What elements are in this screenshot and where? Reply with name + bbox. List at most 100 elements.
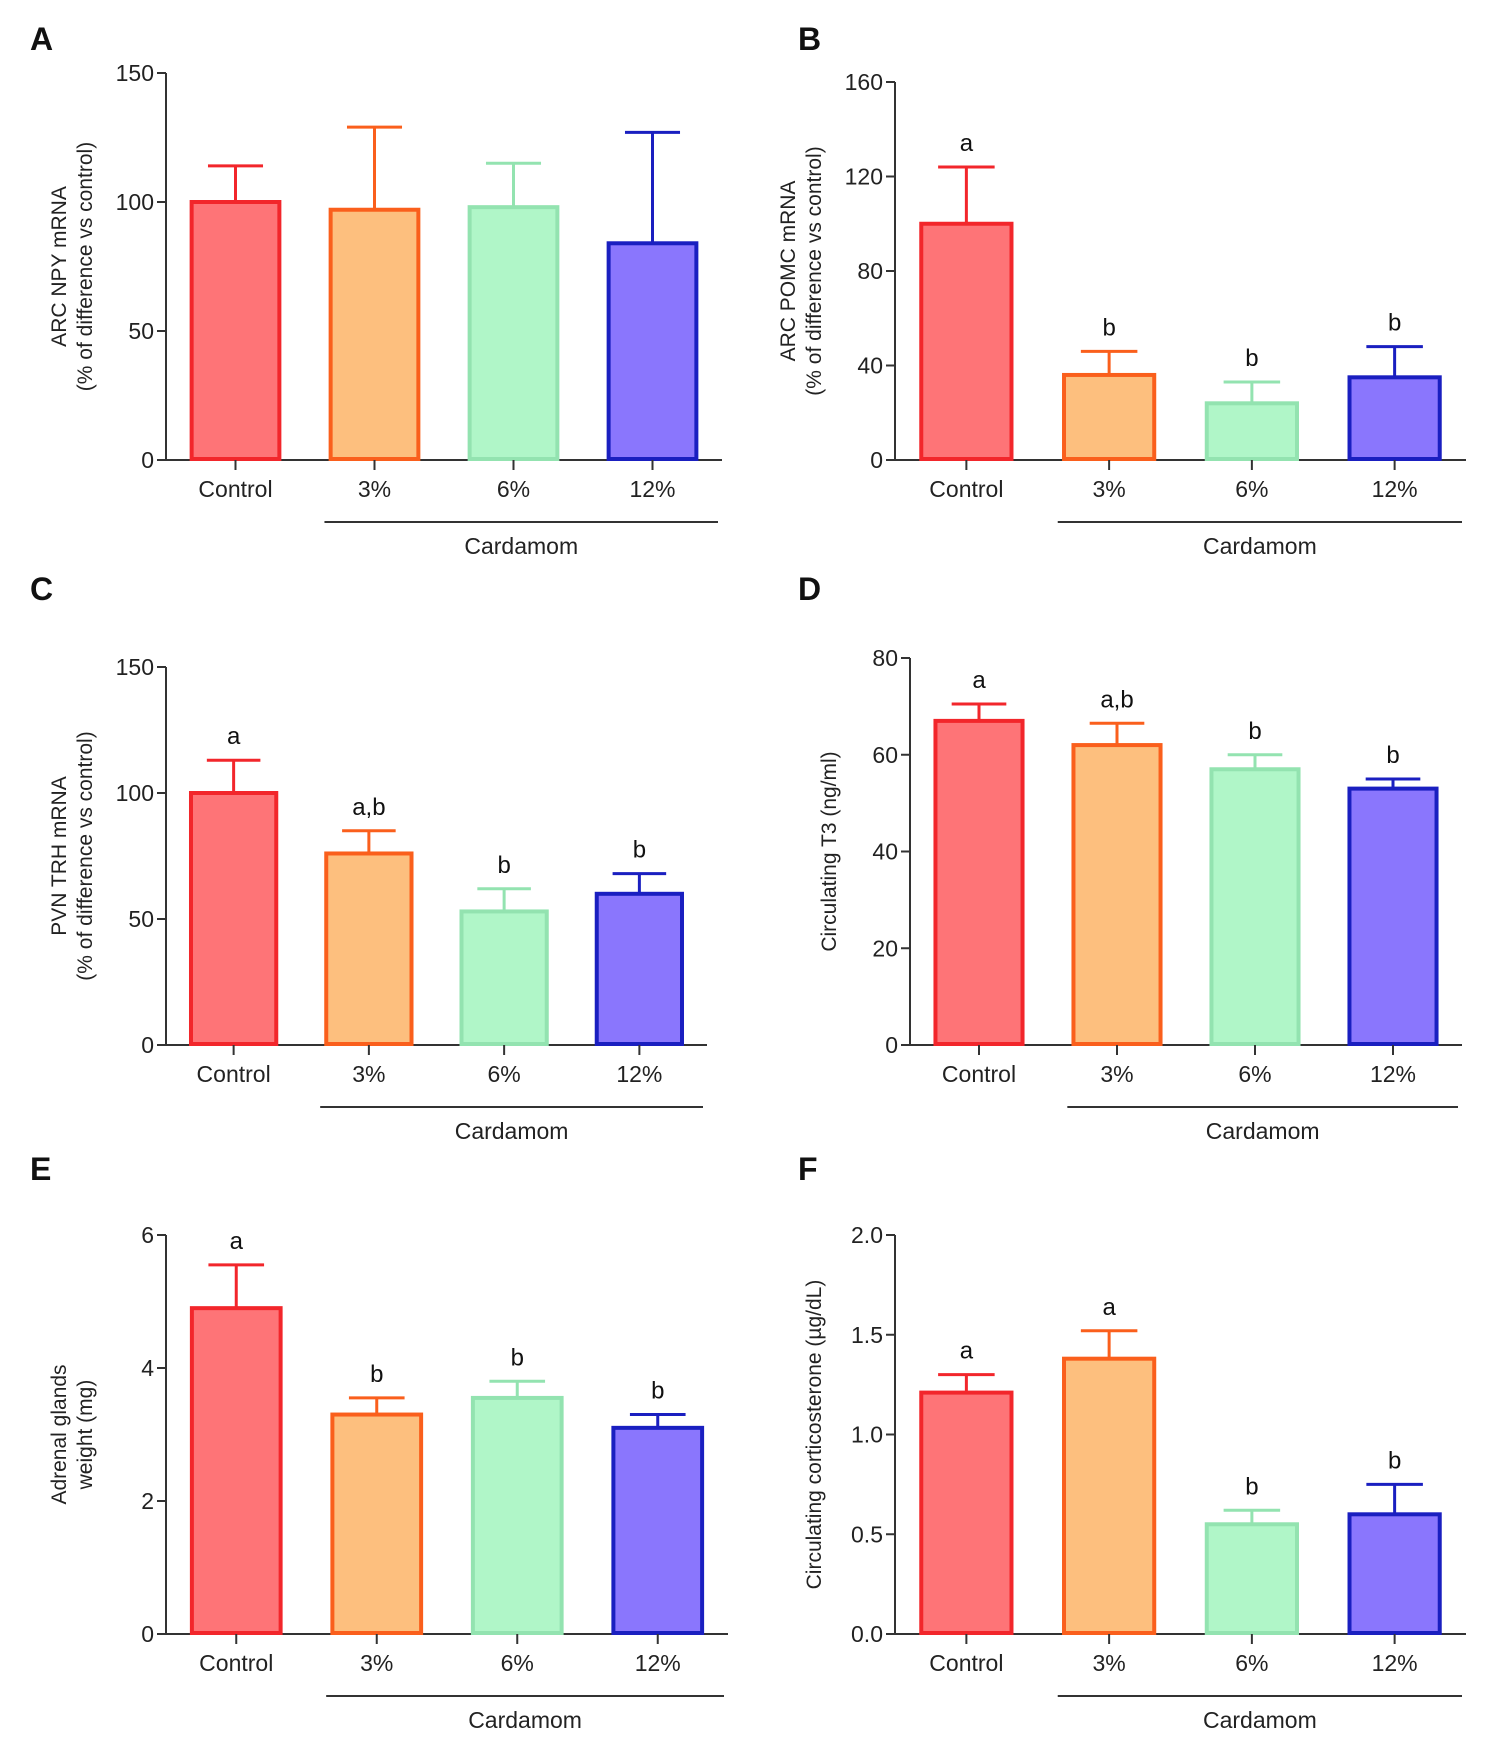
group-label: Cardamom bbox=[468, 1707, 582, 1733]
group-label: Cardamom bbox=[1203, 1707, 1317, 1733]
x-tick-label: 6% bbox=[488, 1061, 521, 1087]
bar-control bbox=[919, 221, 1014, 461]
y-axis-label: ARC POMC mRNA bbox=[777, 181, 800, 362]
y-tick-label: 120 bbox=[845, 164, 883, 190]
significance-letter: a,b bbox=[352, 794, 385, 821]
significance-letter: b bbox=[633, 837, 646, 864]
significance-letter: b bbox=[1248, 718, 1261, 745]
significance-letter: b bbox=[1245, 345, 1258, 372]
panel-d: D 0 20 40 60 80 Circulating T3 (ng/ml) Control a… bbox=[798, 571, 1462, 1144]
bar-3pct bbox=[1062, 372, 1157, 462]
y-tick-label: 0.0 bbox=[851, 1621, 883, 1647]
bar-3pct bbox=[330, 1412, 424, 1636]
y-tick-label: 4 bbox=[141, 1355, 154, 1381]
group-label: Cardamom bbox=[1203, 533, 1317, 559]
y-tick-label: 40 bbox=[857, 353, 883, 379]
y-tick-label: 0 bbox=[885, 1032, 898, 1058]
panel-c: C 0 50 100 150 PVN TRH mRNA (% of difference v… bbox=[30, 571, 707, 1144]
x-tick-label: 3% bbox=[352, 1061, 385, 1087]
x-tick-label: 6% bbox=[501, 1650, 534, 1676]
y-axis-label: (% of difference vs control) bbox=[74, 731, 97, 980]
group-label: Cardamom bbox=[1206, 1118, 1320, 1144]
bar-3pct bbox=[328, 207, 421, 461]
significance-letter: b bbox=[1102, 314, 1115, 341]
x-tick-label: 6% bbox=[1235, 1650, 1268, 1676]
significance-letter: b bbox=[1245, 1473, 1258, 1500]
bar-6pct bbox=[1204, 1522, 1299, 1636]
y-tick-label: 0 bbox=[141, 1032, 154, 1058]
significance-letter: b bbox=[511, 1344, 524, 1371]
x-tick-label: 6% bbox=[497, 476, 530, 502]
y-axis-label: Circulating T3 (ng/ml) bbox=[818, 751, 841, 951]
y-tick-label: 0 bbox=[870, 447, 883, 473]
bar-6pct bbox=[467, 205, 560, 461]
bar-12pct bbox=[1347, 375, 1442, 461]
y-tick-label: 80 bbox=[872, 645, 898, 671]
panel-a: A 0 50 100 150 ARC NPY mRNA (% of difference v… bbox=[30, 21, 722, 559]
significance-letter: b bbox=[1386, 742, 1399, 769]
x-tick-label: Control bbox=[197, 1061, 271, 1087]
x-tick-label: Control bbox=[199, 1650, 273, 1676]
y-axis-label: Circulating corticosterone (µg/dL) bbox=[803, 1280, 826, 1590]
bar-control bbox=[189, 1306, 283, 1636]
x-tick-label: 12% bbox=[1370, 1061, 1416, 1087]
bar-12pct bbox=[606, 241, 699, 461]
bar-6pct bbox=[459, 909, 549, 1046]
significance-letter: b bbox=[370, 1361, 383, 1388]
y-tick-label: 0.5 bbox=[851, 1521, 883, 1547]
x-tick-label: Control bbox=[198, 476, 272, 502]
panel-f: F 0.0 0.5 1.0 1.5 2.0 Circulating corticostero… bbox=[798, 1151, 1466, 1733]
y-tick-label: 2 bbox=[141, 1488, 154, 1514]
y-tick-label: 20 bbox=[872, 935, 898, 961]
x-tick-label: 3% bbox=[1093, 476, 1126, 502]
x-tick-label: Control bbox=[942, 1061, 1016, 1087]
significance-letter: a bbox=[960, 1338, 974, 1365]
y-tick-label: 100 bbox=[116, 189, 154, 215]
y-tick-label: 40 bbox=[872, 839, 898, 865]
x-tick-label: 12% bbox=[635, 1650, 681, 1676]
x-tick-label: 3% bbox=[1100, 1061, 1133, 1087]
y-tick-label: 60 bbox=[872, 742, 898, 768]
significance-letter: a bbox=[230, 1228, 244, 1255]
y-tick-label: 150 bbox=[116, 60, 154, 86]
y-axis-label: ARC NPY mRNA bbox=[48, 186, 71, 347]
bar-12pct bbox=[1347, 1512, 1442, 1636]
x-tick-label: 3% bbox=[360, 1650, 393, 1676]
significance-letter: a bbox=[972, 667, 986, 694]
group-label: Cardamom bbox=[455, 1118, 569, 1144]
panel-letter: D bbox=[798, 571, 821, 607]
y-tick-label: 80 bbox=[857, 258, 883, 284]
panel-letter: E bbox=[30, 1151, 51, 1187]
significance-letter: b bbox=[651, 1378, 664, 1405]
y-axis-label: weight (mg) bbox=[74, 1380, 97, 1491]
x-tick-label: 3% bbox=[1093, 1650, 1126, 1676]
panel-letter: B bbox=[798, 21, 821, 57]
bar-12pct bbox=[594, 891, 685, 1046]
significance-letter: b bbox=[1388, 310, 1401, 337]
bar-3pct bbox=[1062, 1356, 1157, 1635]
bar-3pct bbox=[324, 851, 414, 1046]
significance-letter: a bbox=[227, 723, 241, 750]
bar-control bbox=[188, 791, 279, 1046]
x-tick-label: 12% bbox=[1372, 1650, 1418, 1676]
significance-letter: b bbox=[1388, 1447, 1401, 1474]
significance-letter: a bbox=[1102, 1294, 1116, 1321]
y-tick-label: 0 bbox=[141, 447, 154, 473]
bar-3pct bbox=[1071, 743, 1163, 1046]
significance-letter: a,b bbox=[1100, 686, 1133, 713]
x-tick-label: 3% bbox=[358, 476, 391, 502]
y-tick-label: 2.0 bbox=[851, 1222, 883, 1248]
y-axis-label: (% of difference vs control) bbox=[803, 146, 826, 395]
bar-control bbox=[189, 200, 282, 461]
bar-12pct bbox=[1347, 786, 1439, 1046]
significance-letter: b bbox=[497, 852, 510, 879]
y-tick-label: 50 bbox=[128, 318, 154, 344]
x-tick-label: 6% bbox=[1238, 1061, 1271, 1087]
y-tick-label: 1.0 bbox=[851, 1422, 883, 1448]
y-tick-label: 1.5 bbox=[851, 1322, 883, 1348]
x-tick-label: 12% bbox=[629, 476, 675, 502]
group-label: Cardamom bbox=[464, 533, 578, 559]
bar-control bbox=[919, 1390, 1014, 1635]
y-tick-label: 160 bbox=[845, 69, 883, 95]
